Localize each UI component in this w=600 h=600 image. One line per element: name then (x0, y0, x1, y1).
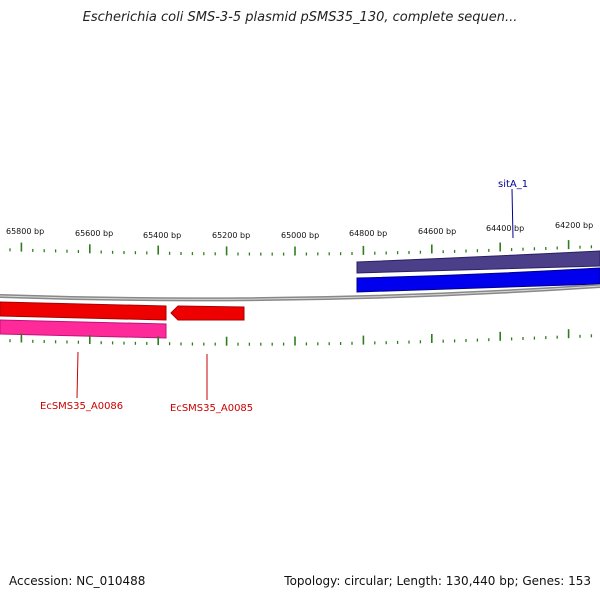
gene-label-leader (511, 188, 514, 239)
gene-feature-sitA_1[interactable] (356, 267, 600, 293)
backbone-arc (0, 284, 600, 302)
scale-label: 64200 bp (555, 221, 593, 230)
scale-label: 64400 bp (486, 224, 524, 233)
gene-label-EcSMS35_A0086[interactable]: EcSMS35_A0086 (40, 401, 123, 412)
topology-summary: Topology: circular; Length: 130,440 bp; … (284, 574, 591, 588)
gene-label-EcSMS35_A0085[interactable]: EcSMS35_A0085 (170, 403, 253, 414)
gene-feature-EcSMS35_A0086[interactable] (0, 301, 167, 321)
gene-feature-EcSMS35_A0085[interactable] (170, 305, 245, 321)
scale-label: 65200 bp (212, 231, 250, 240)
scale-label: 65800 bp (6, 227, 44, 236)
scale-label: 65000 bp (281, 231, 319, 240)
scale-label: 64800 bp (349, 229, 387, 238)
gene-feature-EcSMS35_A0086-outline[interactable] (0, 319, 167, 339)
gene-label-leader (76, 351, 79, 399)
gene-feature-sitA_1-outline[interactable] (356, 250, 600, 274)
scale-labels: 65800 bp 65600 bp 65400 bp 65200 bp 6500… (6, 221, 593, 240)
scale-label: 64600 bp (418, 227, 456, 236)
map-title: Escherichia coli SMS-3-5 plasmid pSMS35_… (82, 10, 518, 25)
gene-label-sitA_1[interactable]: sitA_1 (498, 179, 528, 190)
accession-text: Accession: NC_010488 (9, 574, 146, 588)
lower-tick-row (9, 329, 593, 346)
scale-label: 65400 bp (143, 231, 181, 240)
upper-tick-row (9, 240, 593, 256)
scale-label: 65600 bp (75, 229, 113, 238)
